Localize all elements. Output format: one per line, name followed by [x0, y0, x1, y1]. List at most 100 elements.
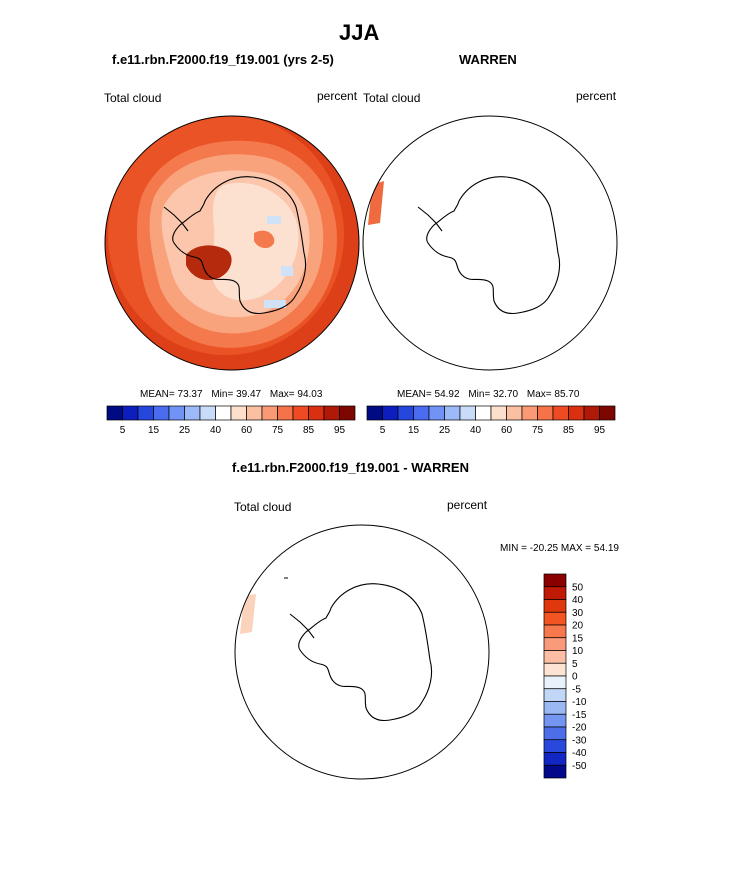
diff-colorbar-tick-12: -30 — [572, 735, 587, 746]
panel-2-min-label: Min= — [468, 389, 491, 400]
panel-2-colorbar-swatch-1 — [382, 405, 399, 421]
panel-2-min-value: 32.70 — [493, 389, 519, 400]
panel-2-colorbar-swatch-15 — [599, 405, 616, 421]
panel-1-dark-patch — [186, 245, 232, 281]
panel-2-colorbar-tick-1: 15 — [408, 425, 420, 436]
diff-colorbar-tick-14: -50 — [572, 761, 587, 772]
diff-colorbar-swatch-1 — [543, 586, 567, 600]
panel-1-colorbar-tick-3: 40 — [210, 425, 222, 436]
panel-1-colorbar-swatch-15 — [339, 405, 356, 421]
panel-2-coastline — [417, 176, 561, 315]
panel-2-colorbar-tick-0: 5 — [380, 425, 386, 436]
panel-1-colorbar-swatch-4 — [168, 405, 185, 421]
diff-colorbar-swatch-10 — [543, 701, 567, 715]
diff-colorbar-tick-0: 50 — [572, 582, 584, 593]
panel-1-colorbar-swatch-10 — [261, 405, 278, 421]
panel-2-mean-label: MEAN= — [397, 389, 432, 400]
panel-1-blue-patch-1 — [267, 216, 281, 224]
diff-colorbar-swatch-4 — [543, 624, 567, 639]
main-title: JJA — [339, 20, 380, 45]
diff-colorbar-swatch-6 — [543, 650, 567, 664]
panel-1-map-border — [104, 115, 360, 371]
panel-2-colorbar-swatch-6 — [459, 405, 476, 421]
diff-colorbar-tick-4: 15 — [572, 633, 584, 644]
panel-1-min-value: 39.47 — [236, 389, 262, 400]
diff-colorbar-swatch-11 — [543, 713, 567, 728]
panel-2-colorbar-swatch-7 — [475, 405, 492, 421]
diff-colorbar-tick-1: 40 — [572, 595, 584, 606]
panel-2-map — [362, 115, 618, 371]
diff-variable-label: Total cloud — [234, 500, 292, 514]
panel-2-colorbar-swatch-2 — [397, 405, 414, 421]
panel-1-colorbar-swatch-8 — [230, 405, 247, 421]
panel-2-variable-label: Total cloud — [363, 91, 421, 105]
panel-1-max-value: 94.03 — [297, 389, 323, 400]
panel-1-blue-patch-2 — [281, 266, 293, 276]
diff-map-border — [234, 524, 490, 780]
panel-1-units-label: percent — [317, 89, 358, 103]
panel-1-colorbar-tick-0: 5 — [120, 425, 126, 436]
panel-1-colorbar-tick-1: 15 — [148, 425, 160, 436]
panel-1-colorbar-swatch-12 — [292, 405, 309, 421]
panel-1-colorbar-tick-6: 85 — [303, 425, 315, 436]
diff-colorbar-swatch-3 — [543, 611, 567, 626]
panel-1-colorbar-tick-2: 25 — [179, 425, 191, 436]
panel-2-colorbar-swatch-11 — [537, 405, 554, 421]
panel-1-colorbar-swatch-2 — [137, 405, 154, 421]
panel-1-mean-value: 73.37 — [177, 389, 203, 400]
panel-1-min-label: Min= — [211, 389, 234, 400]
diff-panel-title: f.e11.rbn.F2000.f19_f19.001 - WARREN — [232, 460, 469, 475]
panel-1-colorbar-swatch-9 — [246, 405, 263, 421]
panel-2-stats: MEAN= 54.92 Min= 32.70 Max= 85.70 — [397, 389, 579, 400]
diff-colorbar-tick-6: 5 — [572, 659, 578, 670]
panel-1-colorbar-swatch-5 — [184, 405, 201, 421]
panel-1-colorbar-swatch-1 — [122, 405, 139, 421]
panel-2-colorbar-swatch-14 — [583, 405, 600, 421]
panel-2-colorbar-tick-6: 85 — [563, 425, 575, 436]
panel-2-colorbar-swatch-5 — [444, 405, 461, 421]
panel-2-colorbar-tick-4: 60 — [501, 425, 513, 436]
diff-colorbar-tick-9: -10 — [572, 697, 587, 708]
panel-1-stats: MEAN= 73.37 Min= 39.47 Max= 94.03 — [140, 389, 322, 400]
diff-minmax: MIN = -20.25 MAX = 54.19 — [500, 543, 619, 554]
diff-colorbar-swatch-7 — [543, 662, 567, 677]
panel-2-title: WARREN — [459, 52, 517, 67]
panel-1-colorbar: 5 15 25 40 60 75 85 95 — [106, 405, 356, 436]
panel-1-colorbar-swatch-6 — [199, 405, 216, 421]
panel-1-colorbar-tick-7: 95 — [334, 425, 346, 436]
panel-2-colorbar-tick-2: 25 — [439, 425, 451, 436]
panel-1-colorbar-swatch-0 — [106, 405, 123, 421]
panel-1-colorbar-swatch-7 — [215, 405, 232, 421]
diff-colorbar-tick-10: -15 — [572, 710, 587, 721]
panel-2-map-border — [362, 115, 618, 371]
panel-2-colorbar-swatch-13 — [568, 405, 585, 421]
panel-2-colorbar-swatch-10 — [521, 405, 538, 421]
diff-colorbar-swatch-14 — [543, 752, 567, 766]
panel-1-title: f.e11.rbn.F2000.f19_f19.001 (yrs 2-5) — [112, 52, 334, 67]
diff-colorbar-swatch-0 — [543, 573, 567, 588]
panel-1-max-label: Max= — [269, 389, 295, 400]
panel-1-colorbar-swatch-3 — [153, 405, 170, 421]
diff-colorbar-tick-13: -40 — [572, 748, 587, 759]
panel-2-colorbar-swatch-0 — [366, 405, 383, 421]
diff-colorbar-tick-2: 30 — [572, 608, 584, 619]
diff-colorbar-tick-5: 10 — [572, 646, 584, 657]
panel-1-map — [104, 115, 360, 371]
diff-background — [235, 525, 489, 779]
panel-1-variable-label: Total cloud — [104, 91, 162, 105]
panel-2-colorbar: 5 15 25 40 60 75 85 95 — [366, 405, 616, 436]
diff-colorbar-tick-7: 0 — [572, 672, 578, 683]
panel-1-colorbar-swatch-14 — [323, 405, 340, 421]
panel-2-mean-value: 54.92 — [434, 389, 460, 400]
diff-colorbar-tick-8: -5 — [572, 684, 581, 695]
panel-2-max-value: 85.70 — [554, 389, 580, 400]
panel-1-mean-label: MEAN= — [140, 389, 175, 400]
diff-colorbar-swatch-2 — [543, 599, 567, 613]
diff-colorbar-swatch-8 — [543, 675, 567, 690]
panel-2-colorbar-tick-7: 95 — [594, 425, 606, 436]
panel-2-colorbar-swatch-8 — [490, 405, 507, 421]
diff-colorbar-swatch-5 — [543, 637, 567, 651]
panel-2-units-label: percent — [576, 89, 617, 103]
panel-2-colorbar-swatch-4 — [428, 405, 445, 421]
